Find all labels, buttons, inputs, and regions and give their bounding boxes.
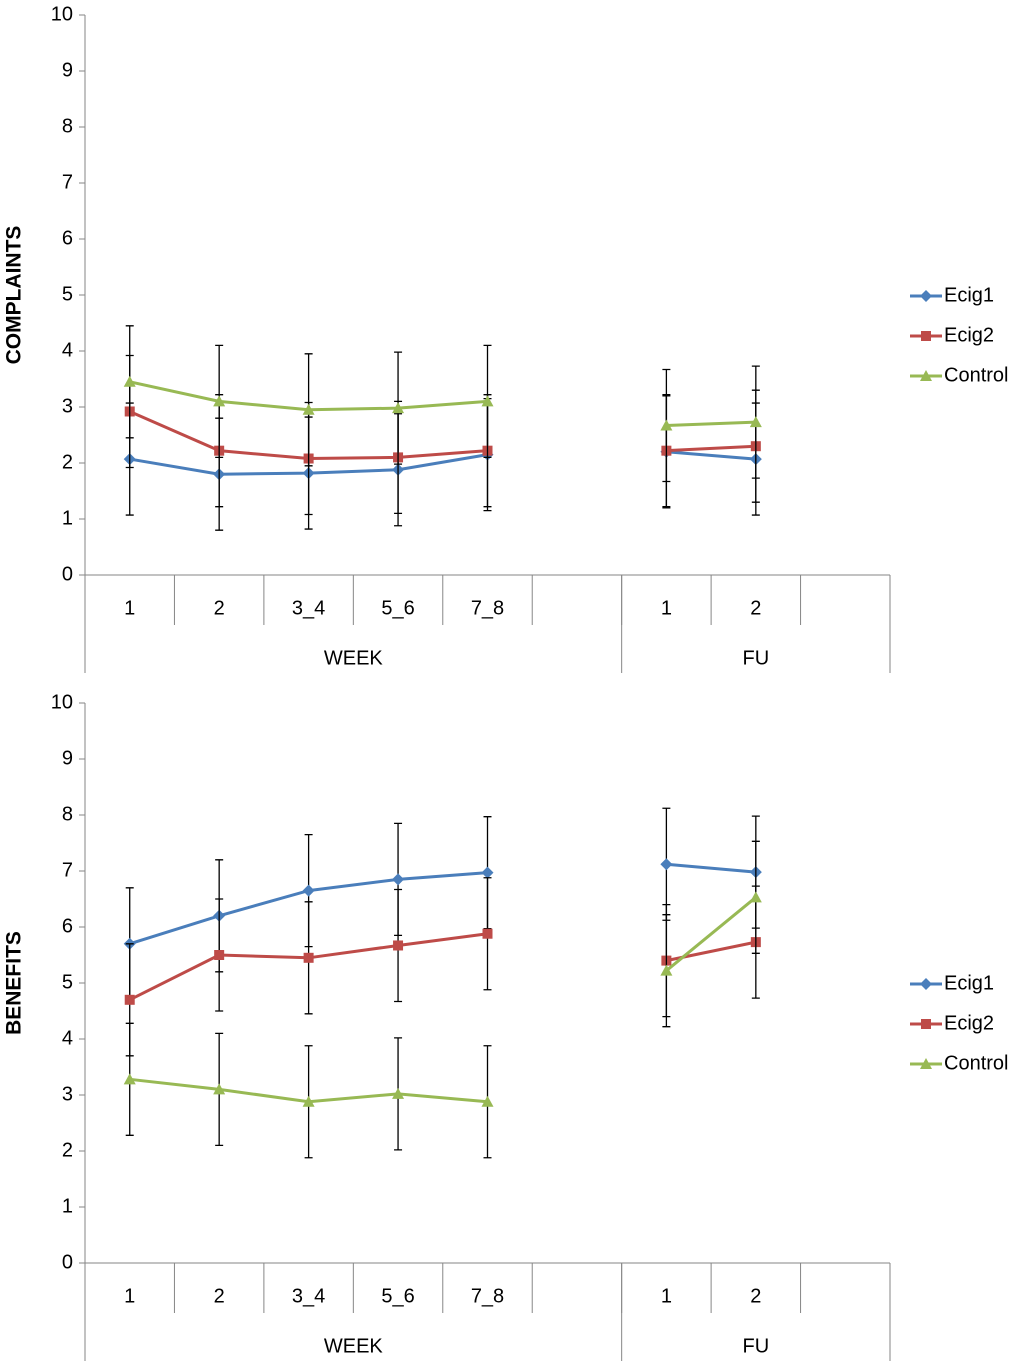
- marker: [920, 1058, 932, 1069]
- marker: [302, 1095, 315, 1107]
- series-line: [129, 932, 757, 1002]
- x-tick-label: 7_8: [471, 597, 504, 619]
- legend-label: Ecig2: [944, 324, 994, 346]
- marker: [481, 1095, 494, 1107]
- marker: [124, 994, 135, 1005]
- marker: [213, 1083, 226, 1095]
- y-tick-label: 10: [51, 3, 73, 25]
- y-tick-label: 7: [62, 171, 73, 193]
- chart: 0 1 2 3 4 5 6 7 8 9 10 COMPLAINTS 1 2 3_4 5_6 7_8 WEEK 1 2 F…: [3, 3, 1008, 673]
- marker: [392, 873, 405, 886]
- y-axis-title: BENEFITS: [3, 931, 26, 1035]
- x-tick-label: 1: [661, 597, 672, 619]
- chart: 0 1 2 3 4 5 6 7 8 9 10 BENEFITS 1 2 3_4 5_6 7_8 WEEK 1 2 FU E…: [3, 691, 1008, 1361]
- x-tick-label: 2: [214, 597, 225, 619]
- marker: [482, 928, 493, 939]
- y-tick-label: 5: [62, 283, 73, 305]
- x-tick-label: 2: [214, 1285, 225, 1307]
- y-tick-label: 4: [62, 1027, 73, 1049]
- y-tick-label: 3: [62, 395, 73, 417]
- x-tick-label: 1: [124, 1285, 135, 1307]
- marker: [660, 964, 673, 976]
- marker: [123, 375, 136, 387]
- x-tick-label: 1: [661, 1285, 672, 1307]
- legend-label: Ecig2: [944, 1012, 994, 1034]
- marker: [749, 416, 762, 428]
- legend-label: Ecig1: [944, 972, 994, 994]
- y-tick-label: 2: [62, 451, 73, 473]
- x-tick-label: 3_4: [292, 597, 325, 619]
- marker: [749, 891, 762, 903]
- x-tick-label: 5_6: [381, 1285, 414, 1307]
- y-tick-label: 0: [62, 563, 73, 585]
- x-tick-label: 3_4: [292, 1285, 325, 1307]
- marker: [660, 419, 673, 431]
- group-label: WEEK: [324, 1335, 384, 1357]
- marker: [481, 395, 494, 407]
- y-tick-label: 2: [62, 1139, 73, 1161]
- y-tick-label: 3: [62, 1083, 73, 1105]
- marker: [920, 290, 932, 302]
- y-axis-title: COMPLAINTS: [3, 226, 26, 365]
- y-tick-label: 9: [62, 59, 73, 81]
- y-tick-label: 8: [62, 115, 73, 137]
- marker: [660, 858, 673, 871]
- marker: [921, 331, 931, 341]
- legend-label: Control: [944, 1052, 1008, 1074]
- y-tick-label: 4: [62, 339, 73, 361]
- marker: [920, 370, 932, 381]
- series-line: [129, 862, 756, 946]
- group-label: FU: [742, 1335, 769, 1357]
- y-tick-label: 0: [62, 1251, 73, 1273]
- marker: [214, 950, 225, 960]
- series-line: [129, 896, 757, 1104]
- legend-label: Control: [944, 364, 1008, 386]
- x-tick-label: 5_6: [381, 597, 414, 619]
- y-tick-label: 7: [62, 859, 73, 881]
- group-label: WEEK: [324, 647, 384, 669]
- marker: [392, 1087, 405, 1099]
- y-tick-label: 6: [62, 915, 73, 937]
- legend-label: Ecig1: [944, 284, 994, 306]
- marker: [481, 866, 494, 879]
- group-label: FU: [742, 647, 769, 669]
- marker: [303, 952, 314, 963]
- marker: [921, 1019, 931, 1029]
- x-tick-label: 2: [750, 1285, 761, 1307]
- marker: [213, 395, 226, 407]
- y-tick-label: 5: [62, 971, 73, 993]
- y-tick-label: 1: [62, 1195, 73, 1217]
- marker: [123, 1073, 136, 1085]
- y-tick-label: 9: [62, 747, 73, 769]
- marker: [302, 403, 315, 415]
- x-tick-label: 1: [124, 597, 135, 619]
- marker: [392, 402, 405, 414]
- x-tick-label: 2: [750, 597, 761, 619]
- y-tick-label: 10: [51, 691, 73, 713]
- y-tick-label: 1: [62, 507, 73, 529]
- marker: [393, 940, 404, 951]
- marker: [302, 884, 315, 897]
- y-tick-label: 8: [62, 803, 73, 825]
- y-tick-label: 6: [62, 227, 73, 249]
- x-tick-label: 7_8: [471, 1285, 504, 1307]
- marker: [920, 978, 932, 990]
